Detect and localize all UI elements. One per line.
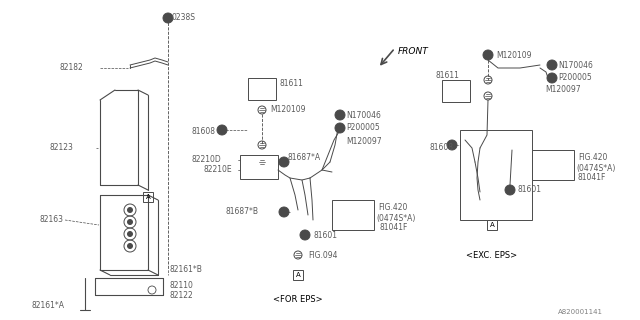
Text: 81608: 81608 — [192, 127, 216, 137]
Text: 81608: 81608 — [430, 142, 454, 151]
Text: P200005: P200005 — [558, 74, 592, 83]
Circle shape — [303, 233, 307, 237]
Text: 82163: 82163 — [40, 215, 64, 225]
Text: 82123: 82123 — [50, 143, 74, 153]
Text: 82182: 82182 — [60, 63, 84, 73]
Circle shape — [127, 219, 133, 225]
Circle shape — [337, 113, 342, 117]
Circle shape — [483, 50, 493, 60]
Text: M120109: M120109 — [270, 106, 305, 115]
Text: 81041F: 81041F — [578, 173, 606, 182]
Circle shape — [279, 207, 289, 217]
Circle shape — [505, 185, 515, 195]
Circle shape — [547, 60, 557, 70]
Text: 82210E: 82210E — [204, 165, 232, 174]
Text: FIG.420: FIG.420 — [578, 154, 607, 163]
Circle shape — [279, 157, 289, 167]
Bar — [460, 130, 532, 220]
Circle shape — [127, 231, 133, 237]
Text: 81601: 81601 — [518, 186, 542, 195]
Text: M120097: M120097 — [545, 85, 580, 94]
Text: 82161*B: 82161*B — [170, 266, 203, 275]
Bar — [332, 200, 374, 230]
Bar — [143, 192, 153, 202]
Text: FRONT: FRONT — [398, 47, 429, 57]
Circle shape — [550, 76, 554, 81]
Text: 81611: 81611 — [436, 71, 460, 81]
Bar — [293, 270, 303, 280]
Circle shape — [335, 110, 345, 120]
Text: 81041F: 81041F — [380, 223, 408, 233]
Text: N170046: N170046 — [558, 60, 593, 69]
Text: 81687*A: 81687*A — [288, 154, 321, 163]
Text: A: A — [296, 272, 300, 278]
Circle shape — [335, 123, 345, 133]
Circle shape — [166, 15, 170, 20]
Text: FIG.094: FIG.094 — [308, 251, 337, 260]
Text: (0474S*A): (0474S*A) — [376, 213, 415, 222]
Text: M120097: M120097 — [346, 137, 381, 146]
Text: (0474S*A): (0474S*A) — [576, 164, 616, 172]
Text: N170046: N170046 — [346, 110, 381, 119]
Circle shape — [337, 125, 342, 131]
Circle shape — [282, 210, 287, 214]
Circle shape — [449, 142, 454, 148]
Text: 82210D: 82210D — [192, 156, 221, 164]
Circle shape — [508, 188, 513, 193]
Circle shape — [217, 125, 227, 135]
Bar — [442, 80, 470, 102]
Circle shape — [163, 13, 173, 23]
Text: 81601: 81601 — [314, 230, 338, 239]
Bar — [487, 220, 497, 230]
Circle shape — [447, 140, 457, 150]
Text: 0238S: 0238S — [172, 13, 196, 22]
Circle shape — [550, 62, 554, 68]
Circle shape — [282, 159, 287, 164]
Text: 82122: 82122 — [170, 291, 194, 300]
Text: <FOR EPS>: <FOR EPS> — [273, 295, 323, 305]
Bar — [240, 155, 278, 179]
Circle shape — [486, 52, 490, 58]
Circle shape — [547, 73, 557, 83]
Text: 82161*A: 82161*A — [32, 300, 65, 309]
Text: FIG.420: FIG.420 — [378, 204, 408, 212]
Text: A: A — [146, 194, 150, 200]
Text: A: A — [490, 222, 494, 228]
Text: 81611: 81611 — [280, 79, 304, 89]
Text: 81687*B: 81687*B — [225, 207, 258, 217]
Text: M120109: M120109 — [496, 51, 531, 60]
Circle shape — [300, 230, 310, 240]
Bar — [532, 150, 574, 180]
Circle shape — [220, 127, 225, 132]
Text: <EXC. EPS>: <EXC. EPS> — [467, 251, 518, 260]
Text: 82110: 82110 — [170, 281, 194, 290]
Text: A820001141: A820001141 — [557, 309, 602, 315]
Bar — [248, 78, 276, 100]
Text: P200005: P200005 — [346, 124, 380, 132]
Circle shape — [127, 207, 133, 213]
Circle shape — [127, 243, 133, 249]
